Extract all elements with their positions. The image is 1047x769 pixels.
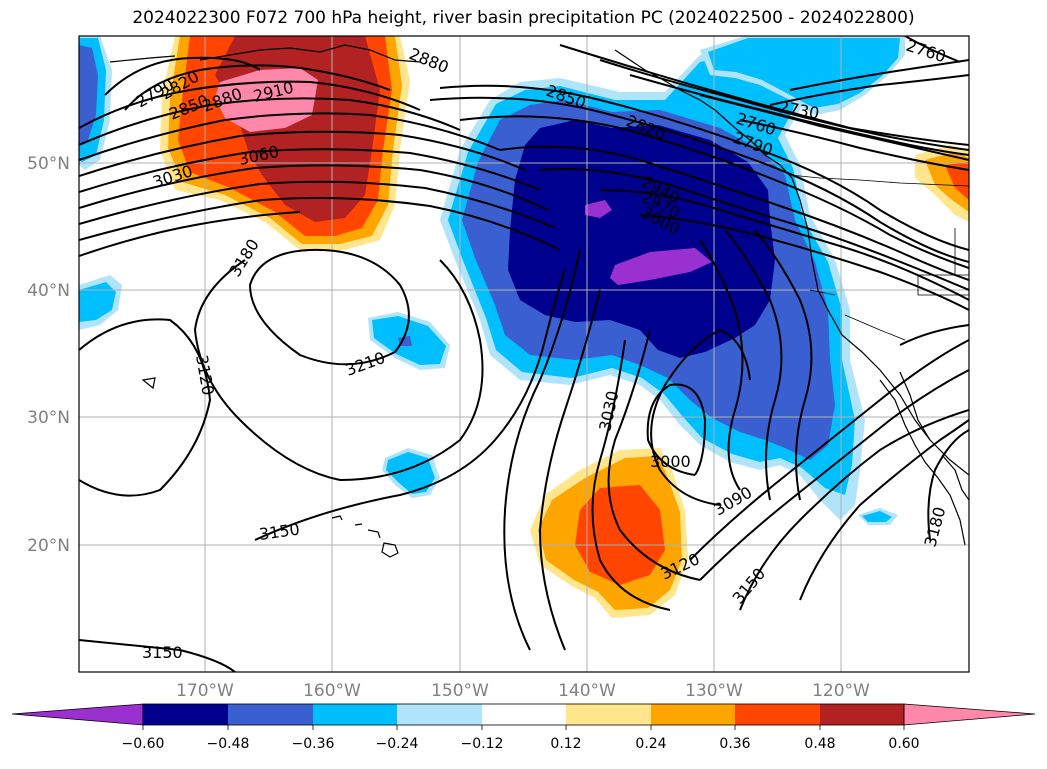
- colorbar-tick: 0.12: [550, 736, 581, 752]
- colorbar-swatch: [651, 704, 735, 725]
- map-frame: [78, 35, 970, 673]
- colorbar: −0.60 −0.48 −0.36 −0.24 −0.12 0.12 0.24 …: [11, 703, 1036, 752]
- colorbar-tick: −0.60: [122, 736, 165, 752]
- contour-label: 3000: [650, 452, 691, 471]
- map-title: 2024022300 F072 700 hPa height, river ba…: [132, 8, 915, 28]
- contour-label: 3150: [142, 643, 183, 662]
- colorbar-tick: 0.24: [635, 736, 666, 752]
- lat-labels: 50°N 40°N 30°N 20°N: [27, 154, 70, 556]
- colorbar-tick: −0.24: [376, 736, 419, 752]
- lon-label-140w: 140°W: [558, 681, 616, 701]
- lon-label-150w: 150°W: [431, 681, 489, 701]
- lon-label-130w: 130°W: [685, 681, 743, 701]
- colorbar-swatch: [482, 704, 566, 725]
- lon-label-120w: 120°W: [812, 681, 870, 701]
- colorbar-swatch: [566, 704, 651, 725]
- graticule: [79, 36, 969, 672]
- lat-label-20n: 20°N: [27, 536, 70, 556]
- lon-label-160w: 160°W: [303, 681, 361, 701]
- colorbar-swatch: [143, 704, 228, 725]
- lat-label-30n: 30°N: [27, 408, 70, 428]
- colorbar-swatch: [820, 704, 904, 725]
- colorbar-swatch: [735, 704, 820, 725]
- colorbar-tick: −0.12: [461, 736, 504, 752]
- colorbar-extend-left: [11, 703, 144, 726]
- colorbar-tick: −0.36: [292, 736, 335, 752]
- positive-anomaly-ne: [915, 145, 969, 222]
- positive-anomaly-south: [530, 448, 688, 618]
- colorbar-tick: 0.36: [719, 736, 750, 752]
- lon-label-170w: 170°W: [176, 681, 234, 701]
- colorbar-tick: −0.48: [207, 736, 250, 752]
- colorbar-extend-right: [903, 703, 1036, 726]
- lon-labels: 170°W 160°W 150°W 140°W 130°W 120°W: [176, 681, 870, 701]
- map-panel: 2790 2820 2850 2880 2910 3030 3060 3180 …: [79, 36, 969, 672]
- negative-anomaly-small: [368, 312, 898, 525]
- colorbar-tick: 0.48: [804, 736, 835, 752]
- negative-anomaly-gulf: [700, 36, 905, 115]
- colorbar-swatch: [228, 704, 313, 725]
- lat-label-50n: 50°N: [27, 154, 70, 174]
- height-contours: [79, 36, 969, 672]
- colorbar-tick: 0.60: [888, 736, 919, 752]
- colorbar-swatch: [397, 704, 482, 725]
- colorbar-swatch: [313, 704, 397, 725]
- lat-label-40n: 40°N: [27, 281, 70, 301]
